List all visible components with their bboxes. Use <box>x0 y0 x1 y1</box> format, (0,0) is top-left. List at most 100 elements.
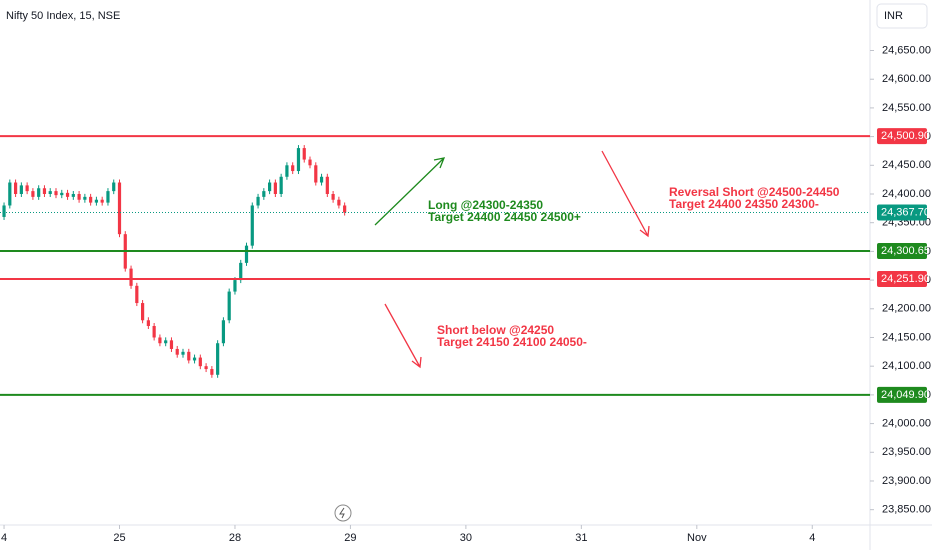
candle-body <box>100 199 104 203</box>
candle-body <box>250 205 254 246</box>
annotation: Short below @24250 <box>437 323 554 337</box>
candle-body <box>233 280 237 292</box>
candle-body <box>94 199 99 203</box>
candle-body <box>48 191 52 194</box>
y-tick-label: 23,900.00 <box>882 475 931 487</box>
level-label: 24,500.90 <box>881 130 930 142</box>
candle-body <box>77 193 81 200</box>
candle-body <box>140 303 145 321</box>
y-tick-label: 24,550.00 <box>882 102 931 114</box>
chart-title: Nifty 50 Index, 15, NSE <box>6 10 120 22</box>
level-tag <box>877 270 927 287</box>
candle-body <box>244 245 249 263</box>
candle-body <box>285 165 289 177</box>
candle-body <box>65 192 70 197</box>
candle-body <box>37 188 41 197</box>
event-icon[interactable] <box>334 504 352 522</box>
level-label: 24,251.90 <box>881 273 930 285</box>
candle-body <box>135 285 139 304</box>
candle-body <box>204 366 208 370</box>
candle-body <box>296 148 301 172</box>
candle-body <box>273 182 277 194</box>
candle-body <box>262 191 266 197</box>
candle-body <box>192 357 197 361</box>
candle-body <box>31 191 35 197</box>
level-tag <box>877 243 927 260</box>
candle-body <box>331 193 335 200</box>
y-tick-label: 24,000.00 <box>882 417 931 429</box>
level-tag <box>877 204 927 221</box>
y-tick-label: 24,150.00 <box>882 331 931 343</box>
candle-body <box>210 369 214 375</box>
x-tick-label: 28 <box>229 532 241 544</box>
candle-body <box>60 192 64 196</box>
candle-body <box>198 357 202 367</box>
y-tick-label: 24,400.00 <box>882 188 931 200</box>
y-tick-label: 24,450.00 <box>882 159 931 171</box>
candle-body <box>19 185 23 194</box>
candle-body <box>129 268 133 286</box>
y-tick-label: 24,650.00 <box>882 44 931 56</box>
arrow <box>601 150 650 238</box>
level-label: 24,367.70 <box>881 206 930 218</box>
candle-body <box>106 191 110 203</box>
candle-body <box>319 176 324 183</box>
candle-body <box>325 176 329 194</box>
candle-body <box>343 205 347 213</box>
annotation: Long @24300-24350 <box>428 198 543 212</box>
candle-body <box>175 348 179 355</box>
x-tick-label: 30 <box>460 532 472 544</box>
candle-body <box>221 320 226 344</box>
y-tick-label: 24,100.00 <box>882 360 931 372</box>
candle-body <box>89 196 93 203</box>
arrows <box>374 150 650 369</box>
annotation: Target 24400 24350 24300- <box>669 197 819 211</box>
currency-label: INR <box>884 10 903 22</box>
y-tick-label: 23,850.00 <box>882 504 931 516</box>
y-tick-label: 24,600.00 <box>882 73 931 85</box>
candle-body <box>158 337 162 344</box>
candle-body <box>314 165 318 183</box>
candle-body <box>8 182 12 206</box>
x-tick-label: 4 <box>1 532 7 544</box>
candle-body <box>146 320 150 327</box>
event-icon <box>339 507 345 519</box>
candle-body <box>164 340 168 344</box>
x-tick-label: 25 <box>113 532 125 544</box>
x-tick-label: 31 <box>575 532 587 544</box>
candle-body <box>112 182 116 192</box>
candle-body <box>13 182 18 194</box>
candle-body <box>268 182 272 192</box>
currency-button[interactable] <box>876 3 928 29</box>
level-label: 24,049.90 <box>881 389 930 401</box>
y-tick-label: 23,950.00 <box>882 446 931 458</box>
level-label: 24,300.65 <box>881 245 930 257</box>
x-tick-label: Nov <box>687 532 707 544</box>
candle-body <box>152 326 156 338</box>
annotation: Target 24400 24450 24500+ <box>428 210 581 224</box>
x-tick-label: 4 <box>809 532 815 544</box>
candle-body <box>25 185 29 192</box>
candle-body <box>256 196 260 206</box>
candle-body <box>83 196 87 200</box>
candle-body <box>54 191 58 196</box>
candle-body <box>216 343 220 375</box>
candle-body <box>2 205 6 217</box>
candle-body <box>337 199 341 206</box>
candle-body <box>302 148 306 160</box>
candle-body <box>42 188 47 194</box>
candle-body <box>71 193 75 197</box>
candle-body <box>187 351 191 361</box>
arrow <box>374 157 446 226</box>
candle-body <box>181 351 185 355</box>
y-tick-label: 24,200.00 <box>882 303 931 315</box>
candle-body <box>227 291 231 321</box>
candle-body <box>239 262 243 281</box>
candle-body <box>308 159 312 166</box>
level-tag <box>877 128 927 145</box>
x-tick-label: 29 <box>344 532 356 544</box>
candle-body <box>279 176 283 194</box>
annotation: Target 24150 24100 24050- <box>437 335 587 349</box>
